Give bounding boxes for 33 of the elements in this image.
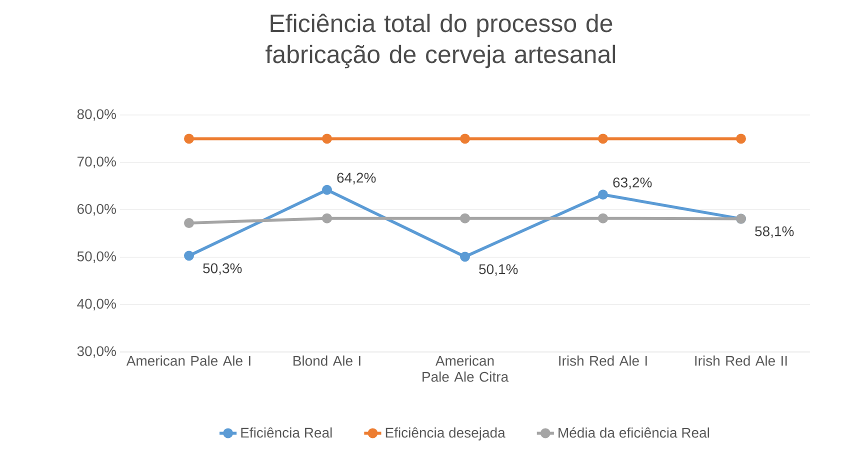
- y-tick-label: 50,0%: [77, 251, 116, 263]
- point: [460, 252, 470, 262]
- data-label: 50,1%: [479, 264, 518, 276]
- x-tick-label: Blond Ale I: [294, 356, 360, 366]
- x-tick-label: American Pale Ale I: [126, 356, 250, 366]
- y-tick-label: 80,0%: [77, 109, 116, 121]
- y-tick-label: 40,0%: [77, 298, 116, 310]
- point: [322, 213, 332, 224]
- point: [184, 134, 194, 144]
- point: [598, 190, 608, 200]
- y-tick-label: 70,0%: [78, 156, 116, 168]
- point: [460, 213, 470, 224]
- point: [598, 134, 608, 144]
- legend-label: Eficiência Real: [241, 427, 332, 438]
- data-label: 64,2%: [337, 172, 376, 184]
- y-tick-label: 60,0%: [77, 204, 116, 216]
- data-label: 58,1%: [755, 226, 794, 238]
- legend-label: Eficiência desejada: [386, 427, 506, 440]
- point: [460, 134, 470, 144]
- point: [322, 134, 332, 144]
- x-tick-label: Irish Red Ale I: [559, 356, 647, 366]
- point: [322, 184, 332, 195]
- point: [736, 134, 746, 144]
- legend-label: Média da eficiência Real: [558, 427, 710, 438]
- y-tick-label: 30,0%: [77, 346, 116, 358]
- x-tick-label: American Pale Ale Citra: [422, 356, 509, 382]
- data-label: 50,3%: [203, 263, 242, 275]
- point: [598, 213, 608, 224]
- x-tick-label: Irish Red Ale II: [695, 356, 787, 366]
- point: [184, 250, 194, 261]
- point: [184, 218, 194, 228]
- data-label: 63,2%: [613, 178, 652, 190]
- chart-title: Eficiência total do processo de fabricação de cerveja artesanal: [266, 14, 616, 68]
